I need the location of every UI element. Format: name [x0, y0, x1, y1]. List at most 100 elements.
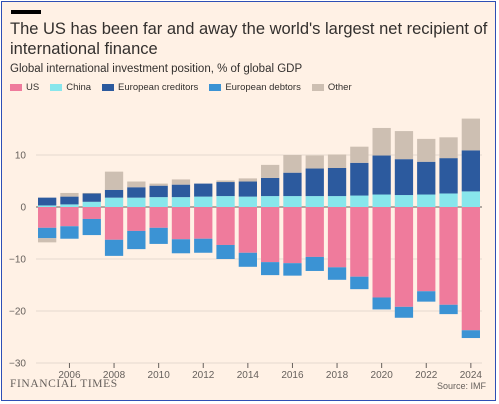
bar-segment-china-2012	[194, 196, 213, 207]
bar-segment-european-debtors-2005	[38, 227, 57, 239]
bar-segment-us-2012	[194, 207, 213, 239]
bar-segment-us-2011	[171, 207, 191, 240]
bar-segment-china-2007	[82, 201, 101, 207]
bar-segment-other-2010	[149, 183, 168, 186]
x-tick-label: 2010	[148, 370, 171, 381]
legend-swatch-european-debtors	[209, 84, 222, 91]
bar-segment-other-2011	[171, 179, 191, 185]
bar-segment-us-2020	[372, 207, 391, 298]
bar-segment-us-2018	[327, 207, 347, 268]
bar-segment-european-creditors-2009	[127, 187, 146, 198]
bar-segment-us-2021	[394, 207, 414, 307]
bar-segment-other-2018	[327, 154, 347, 168]
bar-segment-european-creditors-2016	[283, 172, 302, 197]
bar-segment-european-creditors-2005	[38, 197, 57, 206]
legend-label-us: US	[26, 82, 40, 93]
x-tick-label: 2014	[237, 370, 260, 381]
bar-segment-european-creditors-2017	[305, 168, 324, 197]
bar-segment-european-creditors-2006	[60, 196, 79, 205]
bar-segment-other-2007	[82, 192, 101, 194]
bars	[38, 118, 480, 339]
y-tick-label: −20	[9, 307, 26, 318]
bar-segment-other-2020	[372, 127, 391, 156]
legend-item-other: Other	[311, 82, 352, 93]
bar-segment-other-2015	[261, 164, 280, 178]
x-tick-label: 2006	[58, 370, 81, 381]
bar-segment-other-2013	[216, 180, 235, 183]
bar-segment-china-2022	[417, 194, 436, 207]
bar-segment-china-2016	[283, 196, 302, 207]
y-tick-label: −30	[9, 359, 26, 370]
bar-segment-other-2022	[417, 138, 436, 162]
legend-swatch-china	[50, 84, 63, 91]
bar-segment-us-2024	[461, 207, 480, 331]
bar-segment-china-2010	[149, 197, 168, 207]
bar-segment-european-debtors-2021	[394, 306, 414, 318]
bar-segment-european-debtors-2024	[461, 330, 480, 339]
bar-segment-european-debtors-2007	[82, 218, 101, 236]
bar-segment-us-2022	[417, 207, 436, 292]
x-tick-label: 2020	[371, 370, 394, 381]
x-tick-label: 2022	[415, 370, 438, 381]
bar-segment-other-2023	[439, 137, 458, 159]
legend-item-us: US	[10, 82, 39, 93]
bar-segment-european-debtors-2008	[104, 239, 124, 256]
bar-segment-china-2019	[350, 195, 369, 207]
legend-swatch-us	[10, 84, 22, 91]
bar-segment-china-2008	[104, 197, 124, 207]
stacked-bar-chart: −30 −20 −10 0 10 2006 2008 2010 2012 2014 2016 2018…	[9, 118, 482, 381]
legend-label-european-debtors: European debtors	[225, 82, 301, 93]
bar-segment-china-2009	[127, 197, 146, 207]
legend-label-european-creditors: European creditors	[118, 82, 199, 93]
bar-segment-us-2009	[127, 207, 146, 231]
x-tick-label: 2016	[281, 370, 304, 381]
y-tick-label: 10	[15, 151, 27, 162]
bar-segment-china-2011	[171, 197, 191, 207]
bar-segment-other-2008	[104, 171, 124, 190]
bar-segment-european-creditors-2007	[82, 193, 101, 202]
bar-segment-european-creditors-2013	[216, 182, 235, 197]
bar-segment-european-creditors-2021	[394, 159, 414, 196]
chart-subtitle: Global international investment position…	[10, 63, 303, 75]
legend-item-china: China	[50, 82, 91, 93]
bar-segment-china-2018	[327, 196, 347, 207]
legend-item-european-debtors: European debtors	[209, 82, 301, 93]
bar-segment-us-2013	[216, 207, 235, 245]
bar-segment-european-creditors-2022	[417, 161, 436, 195]
chart-legend: US China European creditors European deb…	[10, 82, 352, 93]
gridlines	[36, 154, 482, 364]
bar-segment-european-debtors-2015	[261, 262, 280, 276]
bar-segment-european-debtors-2011	[171, 239, 191, 254]
bar-segment-us-2007	[82, 207, 101, 219]
bar-segment-european-debtors-2022	[417, 291, 436, 302]
y-tick-label: −10	[9, 255, 26, 266]
bar-segment-european-creditors-2020	[372, 155, 391, 195]
bar-segment-us-2005	[38, 207, 57, 228]
bar-segment-us-2016	[283, 207, 302, 264]
bar-segment-us-2023	[439, 207, 458, 305]
bar-segment-china-2015	[261, 196, 280, 207]
legend-label-other: Other	[327, 82, 352, 93]
chart-title: The US has been far and away the world's…	[10, 20, 488, 58]
bar-segment-european-debtors-2014	[238, 252, 257, 267]
bar-segment-other-2024	[461, 118, 480, 151]
bar-segment-other-2014	[238, 178, 257, 182]
bar-segment-china-2013	[216, 196, 235, 207]
legend-label-china: China	[66, 82, 92, 93]
bar-segment-european-debtors-2018	[327, 267, 347, 280]
bar-segment-china-2024	[461, 191, 480, 207]
bar-segment-european-creditors-2012	[194, 183, 213, 197]
bar-segment-european-creditors-2024	[461, 150, 480, 192]
bar-segment-other-2021	[394, 131, 414, 160]
ft-top-bar	[11, 10, 41, 14]
bar-segment-european-debtors-2012	[194, 238, 213, 253]
bar-segment-european-creditors-2010	[149, 185, 168, 198]
bar-segment-european-creditors-2008	[104, 189, 124, 198]
bar-segment-european-debtors-2010	[149, 227, 168, 244]
bar-segment-china-2021	[394, 195, 414, 207]
bar-segment-china-2023	[439, 193, 458, 207]
bar-segment-other-2017	[305, 155, 324, 169]
bar-segment-european-creditors-2018	[327, 168, 347, 197]
bar-segment-us-2015	[261, 207, 280, 263]
x-tick-label: 2018	[326, 370, 349, 381]
